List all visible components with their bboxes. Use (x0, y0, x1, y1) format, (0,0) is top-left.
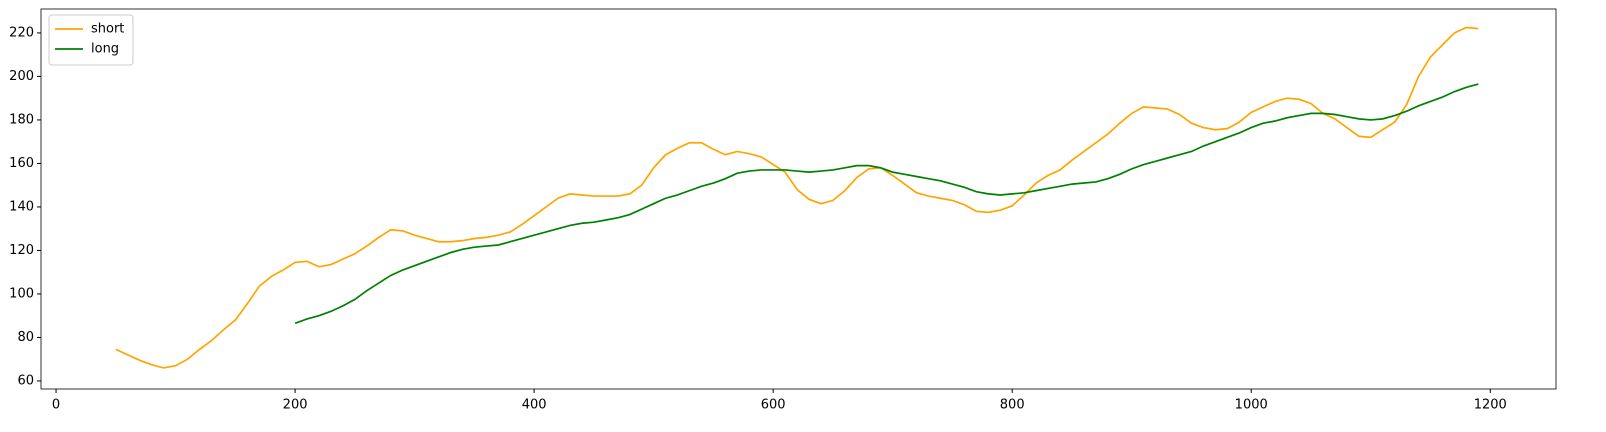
x-tick-label: 1000 (1235, 398, 1268, 413)
x-tick-label: 1200 (1474, 398, 1507, 413)
plot-frame (40, 8, 1557, 390)
y-tick-label: 140 (9, 199, 34, 214)
x-tick-label: 800 (1000, 398, 1025, 413)
legend: short long (48, 14, 134, 66)
y-tick-label: 160 (9, 156, 34, 171)
y-tick-label: 100 (9, 286, 34, 301)
legend-label: long (91, 42, 119, 57)
y-tick-label: 200 (9, 69, 34, 84)
y-tick-label: 180 (9, 112, 34, 127)
x-tick-label: 0 (52, 398, 60, 413)
legend-label: short (91, 22, 124, 37)
y-tick-label: 120 (9, 243, 34, 258)
y-tick-label: 60 (17, 373, 34, 388)
legend-box (48, 14, 134, 66)
x-tick-label: 200 (283, 398, 308, 413)
x-tick-label: 600 (761, 398, 786, 413)
y-tick-label: 80 (17, 330, 34, 345)
line-series (115, 26, 1479, 369)
line-series (294, 83, 1479, 325)
y-tick-label: 220 (9, 25, 34, 40)
x-tick-label: 400 (522, 398, 547, 413)
